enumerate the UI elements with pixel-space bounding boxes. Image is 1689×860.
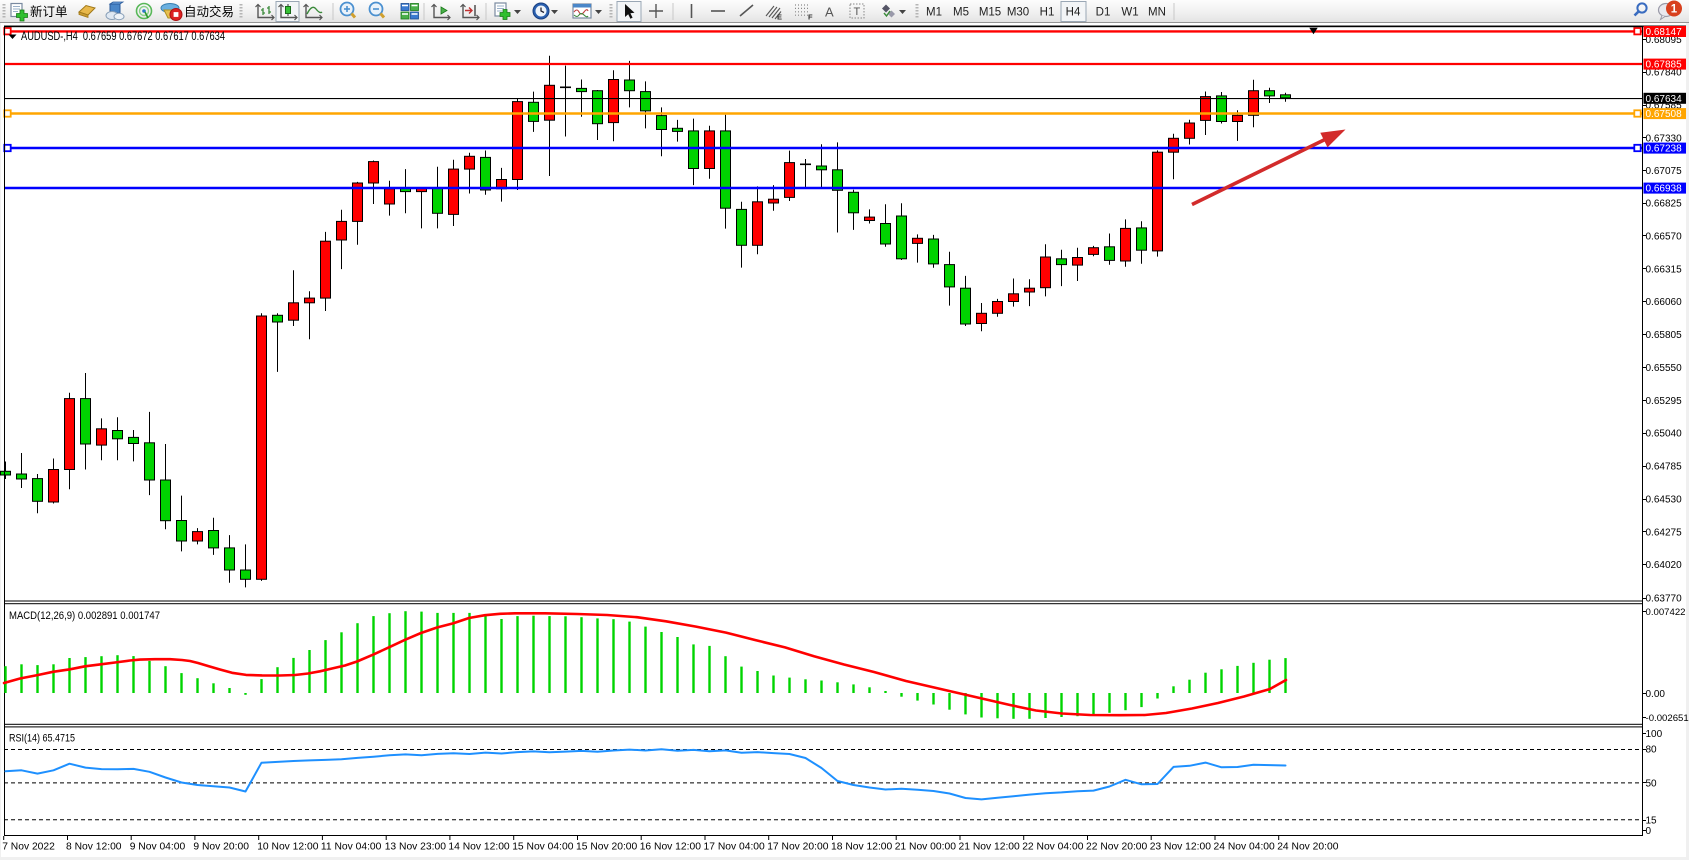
svg-text:7 Nov 2022: 7 Nov 2022 xyxy=(2,842,55,853)
svg-text:0.67585: 0.67585 xyxy=(1646,101,1683,112)
svg-text:0.64530: 0.64530 xyxy=(1646,495,1683,506)
svg-text:0.65550: 0.65550 xyxy=(1646,363,1683,374)
svg-text:13 Nov 23:00: 13 Nov 23:00 xyxy=(385,842,447,853)
svg-text:M30: M30 xyxy=(1007,7,1029,19)
svg-text:AUDUSD-,H4 0.67659 0.67672 0.: AUDUSD-,H4 0.67659 0.67672 0.67617 0.676… xyxy=(21,31,225,43)
svg-text:0.67508: 0.67508 xyxy=(1646,109,1683,120)
svg-text:0.64275: 0.64275 xyxy=(1646,527,1683,538)
svg-text:24 Nov 20:00: 24 Nov 20:00 xyxy=(1277,842,1339,853)
svg-text:T: T xyxy=(854,6,861,18)
svg-text:0.007422: 0.007422 xyxy=(1646,607,1686,618)
svg-text:9 Nov 04:00: 9 Nov 04:00 xyxy=(130,842,186,853)
svg-text:11 Nov 04:00: 11 Nov 04:00 xyxy=(321,842,382,853)
svg-text:0.64785: 0.64785 xyxy=(1646,462,1683,473)
svg-text:22 Nov 20:00: 22 Nov 20:00 xyxy=(1086,842,1148,853)
svg-text:17 Nov 20:00: 17 Nov 20:00 xyxy=(767,842,829,853)
svg-text:H4: H4 xyxy=(1066,7,1081,19)
svg-text:0.68147: 0.68147 xyxy=(1646,27,1683,38)
svg-text:0.66060: 0.66060 xyxy=(1646,297,1683,308)
svg-text:15 Nov 04:00: 15 Nov 04:00 xyxy=(512,842,574,853)
svg-text:M1: M1 xyxy=(926,7,942,19)
svg-text:0.63770: 0.63770 xyxy=(1646,594,1683,605)
svg-text:0.67075: 0.67075 xyxy=(1646,166,1683,177)
svg-text:MN: MN xyxy=(1148,7,1166,19)
svg-text:17 Nov 04:00: 17 Nov 04:00 xyxy=(704,842,766,853)
svg-text:0.67238: 0.67238 xyxy=(1646,144,1683,155)
svg-text:100: 100 xyxy=(1646,729,1663,740)
svg-text:14 Nov 12:00: 14 Nov 12:00 xyxy=(448,842,510,853)
svg-text:E: E xyxy=(777,13,782,22)
svg-text:0.00: 0.00 xyxy=(1646,689,1666,700)
svg-text:F: F xyxy=(808,13,813,22)
svg-text:0.66938: 0.66938 xyxy=(1646,184,1683,195)
svg-text:16 Nov 12:00: 16 Nov 12:00 xyxy=(640,842,702,853)
svg-text:10 Nov 12:00: 10 Nov 12:00 xyxy=(257,842,319,853)
svg-text:22 Nov 04:00: 22 Nov 04:00 xyxy=(1022,842,1084,853)
svg-text:M15: M15 xyxy=(979,7,1001,19)
svg-text:0.64020: 0.64020 xyxy=(1646,560,1683,571)
svg-text:15: 15 xyxy=(1646,816,1658,827)
svg-text:80: 80 xyxy=(1646,745,1658,756)
svg-text:MACD(12,26,9) 0.002891 0.00174: MACD(12,26,9) 0.002891 0.001747 xyxy=(9,610,160,622)
svg-text:1: 1 xyxy=(1671,4,1678,16)
svg-text:21 Nov 12:00: 21 Nov 12:00 xyxy=(959,842,1021,853)
svg-text:8 Nov 12:00: 8 Nov 12:00 xyxy=(66,842,122,853)
svg-text:-0.002651: -0.002651 xyxy=(1646,713,1689,724)
svg-text:15 Nov 20:00: 15 Nov 20:00 xyxy=(576,842,638,853)
svg-text:M5: M5 xyxy=(953,7,969,19)
svg-text:0.66825: 0.66825 xyxy=(1646,199,1683,210)
svg-text:0.68095: 0.68095 xyxy=(1646,35,1683,46)
svg-text:自动交易: 自动交易 xyxy=(184,4,234,19)
svg-text:9 Nov 20:00: 9 Nov 20:00 xyxy=(193,842,249,853)
svg-text:RSI(14) 65.4715: RSI(14) 65.4715 xyxy=(9,733,75,745)
svg-text:D1: D1 xyxy=(1096,7,1111,19)
svg-text:0.67840: 0.67840 xyxy=(1646,68,1683,79)
svg-text:A: A xyxy=(825,5,834,20)
svg-text:0.65295: 0.65295 xyxy=(1646,396,1683,407)
svg-text:0.67634: 0.67634 xyxy=(1646,94,1683,105)
svg-text:0.65040: 0.65040 xyxy=(1646,429,1683,440)
svg-text:0.65805: 0.65805 xyxy=(1646,330,1683,341)
svg-text:23 Nov 12:00: 23 Nov 12:00 xyxy=(1150,842,1212,853)
svg-text:H1: H1 xyxy=(1040,7,1055,19)
svg-text:0.66570: 0.66570 xyxy=(1646,231,1683,242)
svg-text:21 Nov 00:00: 21 Nov 00:00 xyxy=(895,842,957,853)
svg-text:50: 50 xyxy=(1646,778,1658,789)
svg-text:0.67330: 0.67330 xyxy=(1646,133,1683,144)
svg-text:0.66315: 0.66315 xyxy=(1646,264,1683,275)
svg-text:0.67885: 0.67885 xyxy=(1646,60,1683,71)
svg-text:18 Nov 12:00: 18 Nov 12:00 xyxy=(831,842,893,853)
svg-text:W1: W1 xyxy=(1121,7,1138,19)
svg-text:新订单: 新订单 xyxy=(30,4,68,19)
svg-text:24 Nov 04:00: 24 Nov 04:00 xyxy=(1214,842,1276,853)
svg-text:0: 0 xyxy=(1646,826,1652,837)
